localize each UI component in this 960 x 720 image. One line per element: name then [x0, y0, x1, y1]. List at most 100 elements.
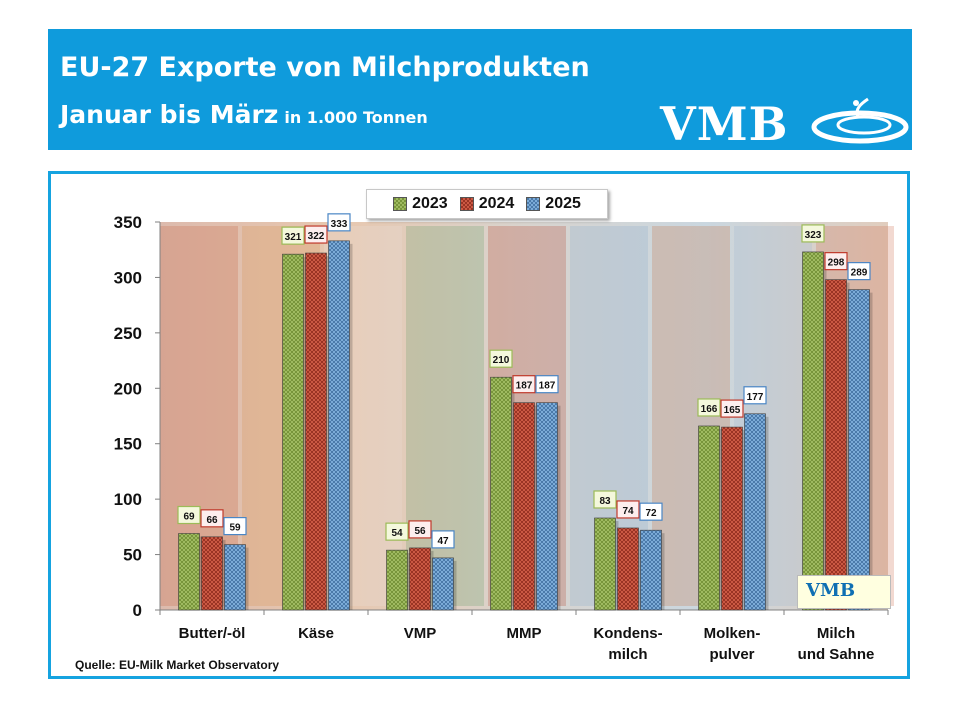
x-category-label: Molken-	[704, 625, 761, 642]
axes: 0 50 100 150 200 250 300 350 Butter/-öl Käse VMP MM…	[114, 213, 889, 663]
data-label-box	[304, 225, 328, 244]
data-label: 187	[516, 381, 533, 392]
data-label: 323	[805, 230, 822, 241]
data-label: 333	[331, 219, 348, 230]
bar-2025	[744, 413, 766, 611]
data-label-box	[431, 530, 455, 549]
data-label-box	[824, 252, 848, 271]
x-category-label: und Sahne	[798, 646, 875, 663]
data-label-box	[327, 213, 351, 232]
bar-2025	[224, 544, 246, 611]
data-label: 69	[183, 512, 195, 523]
vmb-logo: VMB	[660, 93, 910, 151]
chart-subtitle: Januar bis März in 1.000 Tonnen	[60, 100, 428, 129]
bar-2023	[802, 251, 824, 611]
bar-2024	[305, 252, 327, 611]
data-label-box	[281, 226, 305, 245]
x-category-label: MMP	[507, 625, 542, 642]
chart-title: EU-27 Exporte von Milchprodukten	[60, 52, 590, 83]
data-label-box	[697, 398, 721, 417]
data-label: 177	[747, 392, 764, 403]
data-label: 187	[539, 381, 556, 392]
y-tick-label: 300	[114, 268, 142, 287]
bar-2025	[536, 402, 558, 611]
legend-label-2023: 2023	[412, 195, 448, 212]
y-tick-label: 0	[133, 601, 142, 620]
header-banner: EU-27 Exporte von Milchprodukten Januar …	[48, 29, 912, 151]
bar-2024	[721, 426, 743, 611]
y-tick-label: 100	[114, 490, 142, 509]
x-category-label: Käse	[298, 625, 334, 642]
data-label: 72	[645, 508, 657, 519]
legend-item-2024: 2024	[459, 195, 515, 213]
bar-2023	[594, 517, 616, 611]
bar-2025	[848, 289, 870, 611]
mini-logo-text: VMB	[806, 580, 856, 601]
data-label-box	[223, 516, 247, 536]
y-tick-label: 350	[114, 213, 142, 232]
data-label-box	[639, 502, 663, 521]
y-tick-label: 250	[114, 324, 142, 343]
x-category-label: Kondens-	[593, 625, 662, 642]
y-tick-label: 150	[114, 435, 142, 454]
data-label: 298	[828, 258, 845, 269]
bar-2023	[490, 376, 512, 611]
bar-2024	[201, 536, 223, 611]
data-label: 166	[701, 404, 718, 415]
data-labels: 69 66 59 321 322 333 54 56 47 210 187 187 83 74 72 166 1…	[177, 213, 871, 549]
data-label-box	[177, 505, 201, 525]
legend: 2023 2024 2025	[366, 189, 608, 219]
data-label-box	[489, 349, 513, 368]
data-label-box	[743, 386, 767, 405]
bar-2024	[409, 547, 431, 611]
bar-2023	[282, 253, 304, 611]
y-tick-label: 50	[123, 546, 142, 565]
bar-2024	[617, 527, 639, 611]
x-category-label: pulver	[709, 646, 754, 663]
mini-vmb-logo: VMB	[797, 575, 891, 609]
data-label: 322	[308, 231, 325, 242]
x-category-label: milch	[608, 646, 647, 663]
bar-2025	[640, 529, 662, 611]
bar-2023	[386, 549, 408, 611]
logo-text: VMB	[660, 97, 789, 151]
data-label-box	[535, 375, 559, 394]
legend-item-2023: 2023	[393, 195, 448, 213]
data-label-box	[593, 490, 617, 509]
data-label: 59	[229, 523, 241, 534]
data-label-box	[200, 509, 224, 528]
bar-2023	[698, 425, 720, 611]
subtitle-period: Januar bis März	[60, 100, 279, 129]
x-category-label: Butter/-öl	[179, 625, 246, 642]
data-label: 289	[851, 268, 868, 279]
data-label: 83	[599, 496, 611, 507]
bars	[178, 240, 873, 611]
legend-label-2025: 2025	[545, 195, 581, 212]
data-label-box	[720, 399, 744, 418]
unit-label: in 1.000 Tonnen	[284, 108, 428, 127]
source-note: Quelle: EU-Milk Market Observatory	[75, 658, 280, 672]
y-tick-label: 200	[114, 379, 142, 398]
data-label: 54	[391, 528, 403, 539]
data-label: 74	[622, 506, 634, 517]
bar-2024	[825, 279, 847, 611]
x-category-label: VMP	[404, 625, 437, 642]
data-label-box	[385, 522, 409, 541]
data-label-box	[616, 500, 640, 519]
data-label: 165	[724, 405, 741, 416]
bar-2023	[178, 533, 200, 611]
legend-label-2024: 2024	[478, 195, 515, 212]
x-category-label: Milch	[817, 625, 855, 642]
data-label: 47	[437, 536, 449, 547]
bar-2025	[432, 557, 454, 611]
data-label-box	[512, 375, 536, 394]
legend-item-2025: 2025	[526, 195, 581, 213]
data-label: 66	[206, 515, 218, 526]
data-label: 210	[493, 355, 510, 366]
vmb-swirl-icon	[811, 97, 909, 144]
data-label-box	[408, 520, 432, 539]
data-label: 56	[414, 526, 426, 537]
data-label-box	[801, 224, 825, 243]
bar-2025	[328, 240, 350, 611]
